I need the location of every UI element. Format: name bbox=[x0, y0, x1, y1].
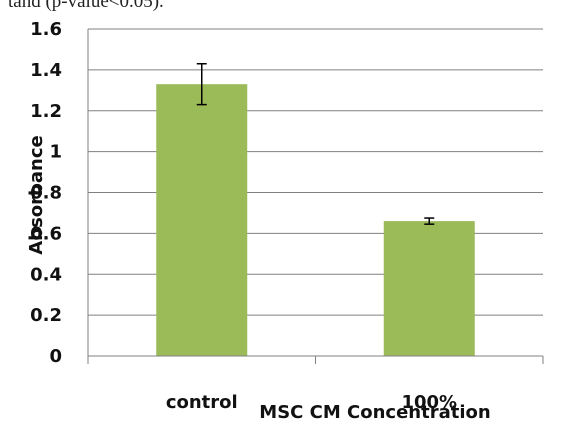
y-axis-title: Absorbance bbox=[26, 135, 47, 255]
tick-labels: 0 0.2 0.4 0.6 0.8 1 1.2 1.4 1.6 control 100% bbox=[30, 19, 457, 413]
y-tick-label: 1 bbox=[49, 142, 62, 163]
bar-control bbox=[156, 84, 248, 357]
axes bbox=[87, 29, 544, 364]
y-tick-label: 1.6 bbox=[30, 19, 62, 40]
y-tick-label: 0.8 bbox=[30, 183, 62, 204]
bars bbox=[156, 84, 475, 357]
y-tick-label: 0.6 bbox=[30, 223, 62, 244]
y-tick-label: 1.2 bbox=[30, 101, 62, 122]
x-axis-title: MSC CM Concentration bbox=[259, 402, 490, 423]
bar-treatment bbox=[383, 221, 475, 356]
y-tick-label: 0.2 bbox=[30, 305, 62, 326]
y-tick-label: 1.4 bbox=[30, 60, 62, 81]
y-tick-label: 0 bbox=[49, 346, 62, 367]
x-tick-label: control bbox=[166, 392, 238, 413]
error-bars bbox=[196, 62, 435, 225]
page-header-text: tand (p-value<0.05). bbox=[8, 0, 164, 11]
x-tick-label: 100% bbox=[401, 392, 457, 413]
y-tick-label: 0.4 bbox=[30, 264, 62, 285]
